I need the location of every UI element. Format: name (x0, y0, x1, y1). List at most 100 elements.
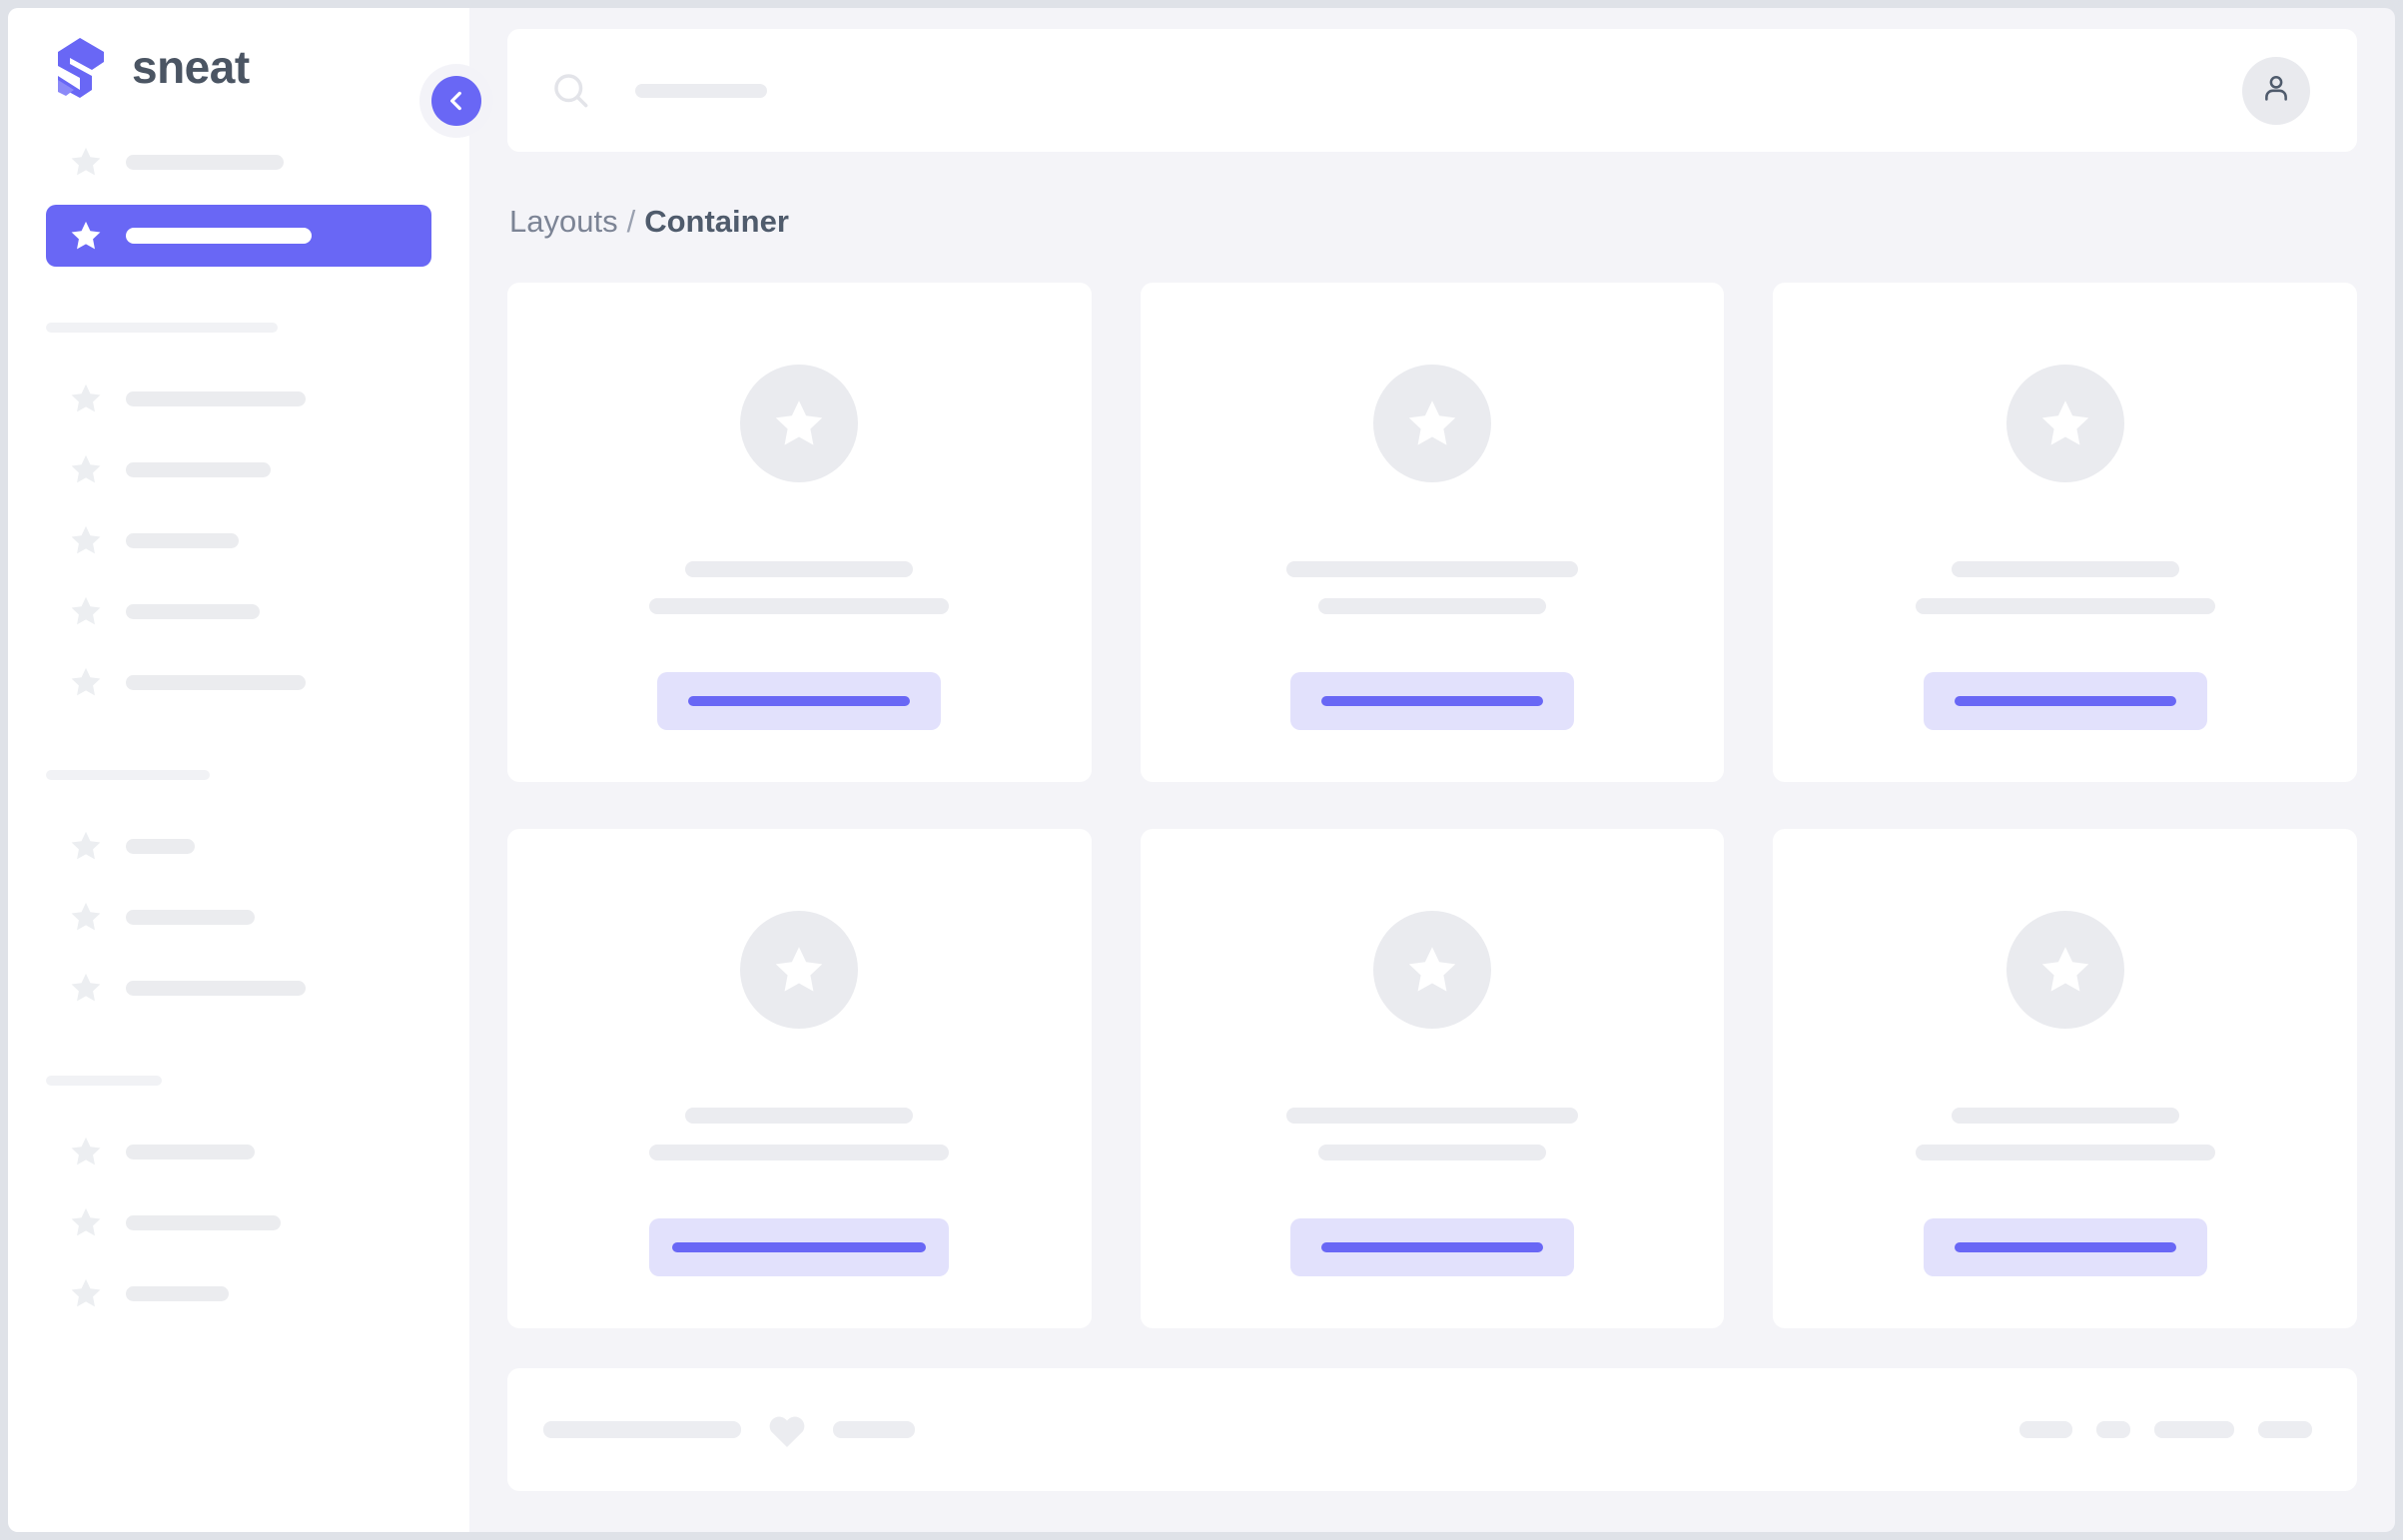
sidebar-item-label (126, 838, 195, 854)
avatar[interactable] (2242, 56, 2310, 125)
card-subtitle-placeholder (1317, 598, 1546, 614)
card-action-button[interactable] (657, 672, 942, 730)
star-icon (2036, 941, 2094, 999)
star-icon (2036, 394, 2094, 452)
sidebar-item-label (126, 603, 260, 619)
content-card (1140, 283, 1725, 782)
star-icon (1403, 394, 1461, 452)
star-icon (68, 381, 104, 416)
card-action-button[interactable] (1923, 672, 2207, 730)
heart-icon (767, 1411, 807, 1449)
sidebar-item-label (126, 1144, 255, 1159)
star-icon (770, 394, 828, 452)
card-avatar (2005, 911, 2124, 1029)
sidebar-item[interactable] (46, 1124, 431, 1179)
sidebar-item-label (126, 909, 255, 925)
content-card (1140, 829, 1725, 1328)
star-icon (68, 828, 104, 864)
star-icon (68, 1134, 104, 1169)
sidebar-item[interactable] (46, 583, 431, 639)
card-action-button-label (1320, 1242, 1543, 1252)
sidebar-item-label (126, 390, 306, 406)
star-icon (68, 593, 104, 629)
sidebar-item[interactable] (46, 1194, 431, 1250)
topbar (507, 29, 2357, 152)
card-title-placeholder (1951, 1108, 2179, 1124)
sidebar-collapse-button[interactable] (419, 64, 493, 138)
sidebar-item-label (126, 228, 312, 244)
sidebar-item[interactable] (46, 654, 431, 710)
card-title-placeholder (685, 561, 914, 577)
card-action-button-label (672, 1242, 927, 1252)
sidebar-item[interactable] (46, 371, 431, 426)
footer-text-placeholder (833, 1421, 915, 1438)
sidebar-item-label (126, 461, 271, 477)
card-subtitle-placeholder (649, 1145, 950, 1160)
breadcrumb: Layouts / Container (509, 206, 2357, 237)
breadcrumb-current: Container (644, 204, 789, 239)
search-bar[interactable] (549, 69, 2242, 113)
card-title-placeholder (1951, 561, 2179, 577)
card-title-placeholder (1285, 1108, 1578, 1124)
card-action-button[interactable] (1289, 672, 1574, 730)
content-card (1773, 829, 2357, 1328)
card-action-button-label (1320, 696, 1543, 706)
card-title-placeholder (1285, 561, 1578, 577)
content-card (1773, 283, 2357, 782)
star-icon (68, 218, 104, 254)
content-card (507, 829, 1092, 1328)
card-action-button-label (1954, 696, 2176, 706)
card-avatar (740, 365, 859, 482)
search-input[interactable] (635, 83, 767, 98)
main-content: Layouts / Container (469, 8, 2395, 1532)
star-icon (68, 970, 104, 1006)
sidebar-item[interactable] (46, 134, 431, 190)
sidebar-section-divider (46, 323, 278, 333)
card-avatar (1372, 365, 1491, 482)
footer-link-placeholder[interactable] (2154, 1421, 2234, 1438)
sidebar: sneat (8, 8, 493, 1532)
card-action-button[interactable] (649, 1218, 950, 1276)
card-action-button[interactable] (1923, 1218, 2207, 1276)
content-card (507, 283, 1092, 782)
card-subtitle-placeholder (1915, 1145, 2215, 1160)
footer-card (507, 1368, 2357, 1491)
footer-left-group (543, 1411, 915, 1449)
card-action-button-label (688, 696, 911, 706)
brand-name: sneat (132, 41, 250, 93)
sidebar-item-label (126, 980, 306, 996)
sidebar-item[interactable] (46, 512, 431, 568)
footer-link-placeholder[interactable] (2019, 1421, 2072, 1438)
footer-link-placeholder[interactable] (2258, 1421, 2312, 1438)
sidebar-nav (46, 134, 431, 1321)
star-icon (68, 664, 104, 700)
star-icon (770, 941, 828, 999)
star-icon (68, 144, 104, 180)
star-icon (1403, 941, 1461, 999)
footer-text-placeholder (543, 1421, 741, 1438)
sidebar-item-label (126, 532, 239, 548)
sidebar-item[interactable] (46, 889, 431, 945)
sidebar-item[interactable] (46, 441, 431, 497)
card-avatar (740, 911, 859, 1029)
sidebar-item[interactable] (46, 1265, 431, 1321)
card-avatar (2005, 365, 2124, 482)
chevron-left-icon (431, 76, 481, 126)
sidebar-item[interactable] (46, 818, 431, 874)
star-icon (68, 451, 104, 487)
app-window: sneat (8, 8, 2395, 1532)
sidebar-item[interactable] (46, 960, 431, 1016)
card-grid (507, 283, 2357, 1328)
card-action-button[interactable] (1289, 1218, 1574, 1276)
sneat-logo-icon (52, 36, 110, 98)
sidebar-section-divider (46, 1076, 162, 1086)
star-icon (68, 1275, 104, 1311)
breadcrumb-parent[interactable]: Layouts (509, 204, 618, 239)
brand[interactable]: sneat (46, 8, 431, 126)
sidebar-item-active[interactable] (46, 205, 431, 267)
footer-link-placeholder[interactable] (2096, 1421, 2130, 1438)
star-icon (68, 522, 104, 558)
footer-right-group (2019, 1421, 2312, 1438)
sidebar-section-divider (46, 770, 210, 780)
sidebar-item-label (126, 154, 284, 170)
